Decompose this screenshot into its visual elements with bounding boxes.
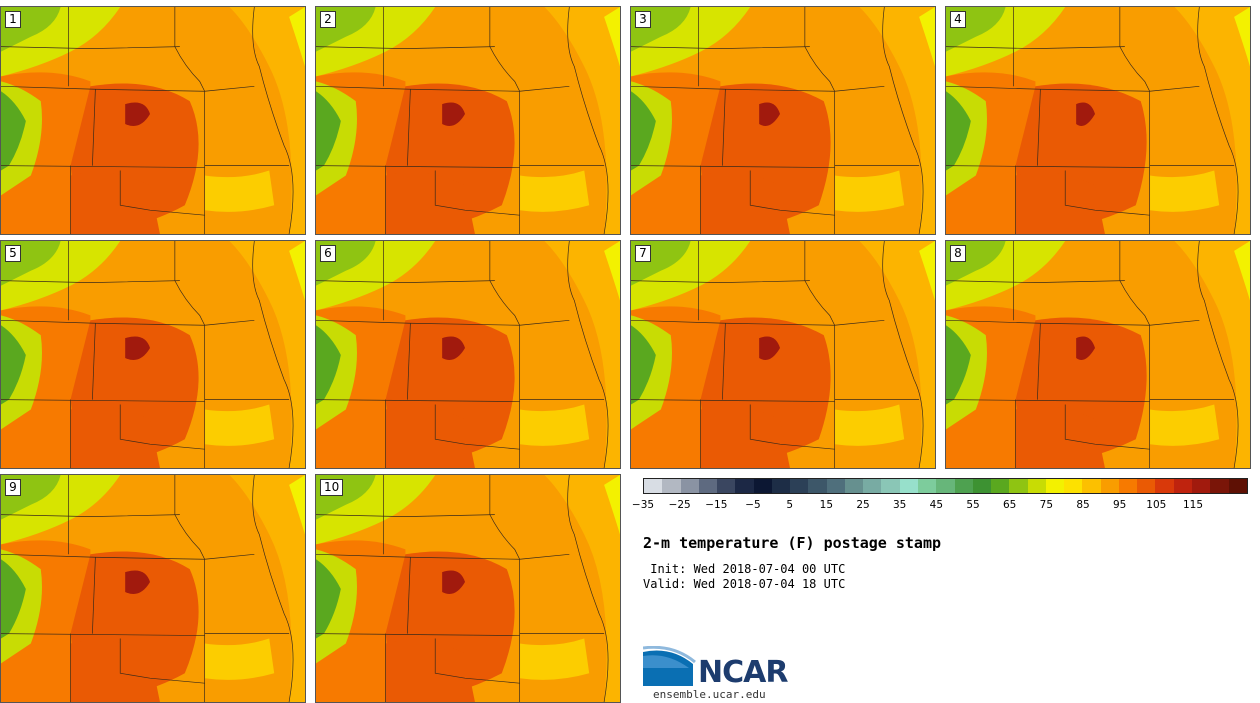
colorbar-bin bbox=[1210, 479, 1229, 493]
colorbar-bin bbox=[844, 479, 864, 493]
colorbar-bin bbox=[717, 479, 736, 493]
ncar-logo-text: NCAR bbox=[698, 655, 788, 690]
temperature-map bbox=[631, 241, 935, 468]
colorbar-tick-label: 115 bbox=[1182, 499, 1204, 511]
colorbar-bin bbox=[954, 479, 973, 493]
temperature-map bbox=[946, 241, 1250, 468]
temperature-map bbox=[316, 475, 620, 702]
colorbar-tick-label: 25 bbox=[856, 499, 870, 511]
valid-time: Valid: Wed 2018-07-04 18 UTC bbox=[643, 577, 846, 591]
panel-label: 2 bbox=[320, 11, 336, 28]
colorbar-tick-label: −5 bbox=[745, 499, 761, 511]
colorbar-bin bbox=[1082, 479, 1101, 493]
colorbar-bin bbox=[1191, 479, 1211, 493]
colorbar-tick-label: −25 bbox=[668, 499, 691, 511]
colorbar-tick-label: 5 bbox=[786, 499, 793, 511]
member-panel-10[interactable]: 10 bbox=[315, 474, 621, 703]
colorbar-bin bbox=[808, 479, 827, 493]
panel-label: 10 bbox=[320, 479, 344, 496]
plot-title: 2-m temperature (F) postage stamp bbox=[643, 534, 942, 552]
colorbar-bin bbox=[790, 479, 809, 493]
colorbar-bin bbox=[972, 479, 992, 493]
temperature-map bbox=[316, 241, 620, 468]
colorbar-bin bbox=[881, 479, 900, 493]
colorbar-bin bbox=[1137, 479, 1156, 493]
panel-label: 4 bbox=[950, 11, 966, 28]
temperature-map bbox=[1, 7, 305, 234]
colorbar-bin bbox=[899, 479, 918, 493]
member-panel-8[interactable]: 8 bbox=[945, 240, 1251, 469]
colorbar-bin bbox=[1045, 479, 1065, 493]
site-url: ensemble.ucar.edu bbox=[653, 688, 766, 701]
colorbar-bin bbox=[826, 479, 845, 493]
panel-label: 6 bbox=[320, 245, 336, 262]
colorbar-bin bbox=[1100, 479, 1119, 493]
colorbar-bin bbox=[771, 479, 791, 493]
colorbar-tick-label: 85 bbox=[1076, 499, 1090, 511]
colorbar-ticks: −35 −25 −15 −5 5 15 25 35 45 55 65 75 85 95 105 115 bbox=[632, 499, 1248, 513]
colorbar-tick-label: 55 bbox=[966, 499, 980, 511]
colorbar-tick-label: −15 bbox=[705, 499, 728, 511]
colorbar-tick-label: −35 bbox=[631, 499, 655, 511]
colorbar-bin bbox=[698, 479, 718, 493]
member-panel-9[interactable]: 9 bbox=[0, 474, 306, 703]
colorbar-tick-label: 35 bbox=[892, 499, 907, 511]
colorbar-bin bbox=[753, 479, 772, 493]
colorbar-tick-label: 45 bbox=[929, 499, 944, 511]
colorbar-bin bbox=[1009, 479, 1028, 493]
colorbar-bin bbox=[735, 479, 754, 493]
colorbar-bin bbox=[1064, 479, 1083, 493]
panel-label: 7 bbox=[635, 245, 651, 262]
member-panel-4[interactable]: 4 bbox=[945, 6, 1251, 235]
colorbar-tick-label: 95 bbox=[1112, 499, 1127, 511]
member-panel-2[interactable]: 2 bbox=[315, 6, 621, 235]
colorbar-bin bbox=[936, 479, 955, 493]
panel-label: 5 bbox=[5, 245, 21, 262]
init-time: Init: Wed 2018-07-04 00 UTC bbox=[643, 562, 846, 576]
ncar-logo-icon bbox=[643, 646, 696, 686]
colorbar-bin bbox=[1155, 479, 1174, 493]
panel-label: 3 bbox=[635, 11, 651, 28]
colorbar-bin bbox=[917, 479, 937, 493]
member-panel-1[interactable]: 1 bbox=[0, 6, 306, 235]
colorbar-bin bbox=[644, 479, 663, 493]
colorbar-tick-label: 15 bbox=[819, 499, 834, 511]
member-panel-3[interactable]: 3 bbox=[630, 6, 936, 235]
colorbar-tick-label: 105 bbox=[1146, 499, 1167, 511]
colorbar-tick-label: 65 bbox=[1002, 499, 1017, 511]
panel-label: 8 bbox=[950, 245, 966, 262]
colorbar-bin bbox=[1027, 479, 1046, 493]
colorbar bbox=[643, 478, 1248, 494]
colorbar-bin bbox=[680, 479, 699, 493]
member-panel-6[interactable]: 6 bbox=[315, 240, 621, 469]
temperature-map bbox=[1, 475, 305, 702]
colorbar-bin bbox=[1173, 479, 1192, 493]
colorbar-bin bbox=[1228, 479, 1247, 493]
member-panel-7[interactable]: 7 bbox=[630, 240, 936, 469]
temperature-map bbox=[1, 241, 305, 468]
temperature-map bbox=[946, 7, 1250, 234]
colorbar-bin bbox=[991, 479, 1010, 493]
colorbar-bin bbox=[662, 479, 681, 493]
temperature-map bbox=[631, 7, 935, 234]
colorbar-bin bbox=[1118, 479, 1138, 493]
member-panel-5[interactable]: 5 bbox=[0, 240, 306, 469]
colorbar-tick-label: 75 bbox=[1039, 499, 1054, 511]
colorbar-bin bbox=[863, 479, 882, 493]
panel-label: 1 bbox=[5, 11, 21, 28]
panel-label: 9 bbox=[5, 479, 21, 496]
temperature-map bbox=[316, 7, 620, 234]
